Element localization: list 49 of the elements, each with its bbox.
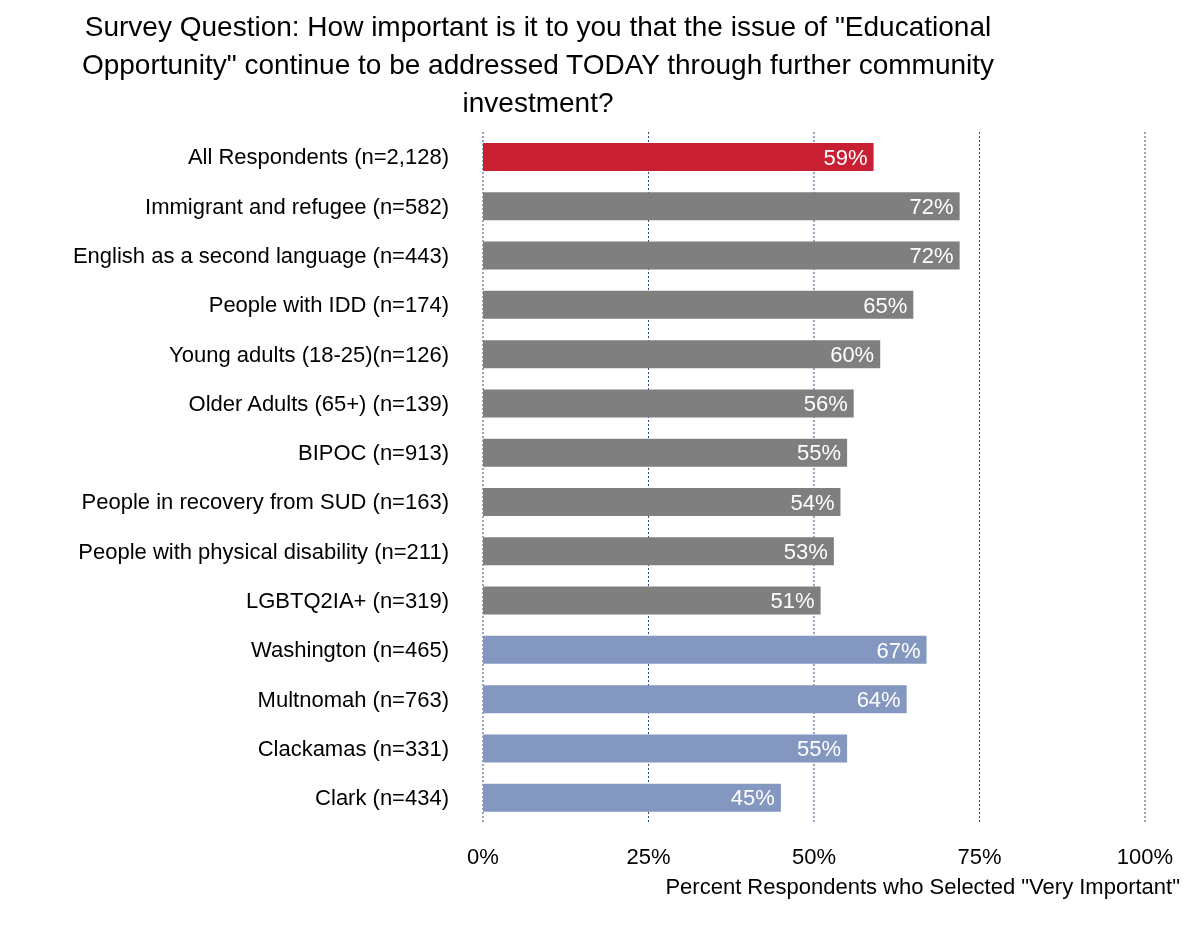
data-label: 64% <box>856 686 901 712</box>
y-tick-label: All Respondents (n=2,128) <box>187 144 449 170</box>
bar <box>483 734 848 763</box>
y-tick-label: People in recovery from SUD (n=163) <box>81 489 449 515</box>
data-label: 55% <box>797 440 842 466</box>
bar <box>483 340 881 369</box>
bar <box>483 241 960 270</box>
data-label: 56% <box>803 391 848 417</box>
y-tick-label: Older Adults (65+) (n=139) <box>188 390 449 416</box>
data-label: 67% <box>876 637 921 663</box>
y-tick-label: Washington (n=465) <box>251 637 449 663</box>
bar <box>483 537 834 566</box>
bar <box>483 635 927 664</box>
chart-title: Survey Question: How important is it to you that the issue of "Educational Opportunity" continue to be addressed TODAY through further community investment? <box>80 10 996 120</box>
data-label: 72% <box>909 243 954 269</box>
x-tick-label: 75% <box>957 843 1002 869</box>
bar <box>483 488 841 516</box>
y-tick-label: LGBTQ2IA+ (n=319) <box>246 588 449 614</box>
bar <box>483 783 781 812</box>
bar <box>483 389 854 418</box>
data-label: 60% <box>830 341 875 367</box>
data-label: 72% <box>909 193 954 219</box>
x-axis-title: Percent Respondents who Selected "Very Important" <box>664 874 1180 900</box>
y-tick-label: Immigrant and refugee (n=582) <box>145 193 449 219</box>
data-label: 45% <box>730 785 775 811</box>
x-tick-label: 0% <box>467 843 499 869</box>
y-tick-label: Young adults (18-25)(n=126) <box>169 341 449 367</box>
data-label: 53% <box>783 538 828 564</box>
y-tick-label: People with IDD (n=174) <box>208 292 449 318</box>
x-tick-label: 25% <box>626 843 671 869</box>
data-label: 55% <box>797 736 842 762</box>
bar <box>483 438 848 467</box>
y-tick-label: Multnomah (n=763) <box>257 686 449 712</box>
y-tick-label: People with physical disability (n=211) <box>78 538 449 564</box>
data-label: 54% <box>790 489 835 515</box>
bar <box>483 143 874 171</box>
bar <box>483 192 960 221</box>
data-label: 51% <box>770 588 815 614</box>
bar <box>483 685 907 714</box>
y-tick-label: Clackamas (n=331) <box>257 735 449 761</box>
y-tick-label: Clark (n=434) <box>315 785 449 811</box>
bar <box>483 586 821 615</box>
y-tick-label: English as a second language (n=443) <box>72 243 449 269</box>
x-tick-label: 100% <box>1116 843 1174 869</box>
data-label: 59% <box>823 144 868 170</box>
data-label: 65% <box>863 292 908 318</box>
x-tick-label: 50% <box>791 843 837 869</box>
y-tick-label: BIPOC (n=913) <box>297 440 449 466</box>
bar <box>483 290 914 319</box>
